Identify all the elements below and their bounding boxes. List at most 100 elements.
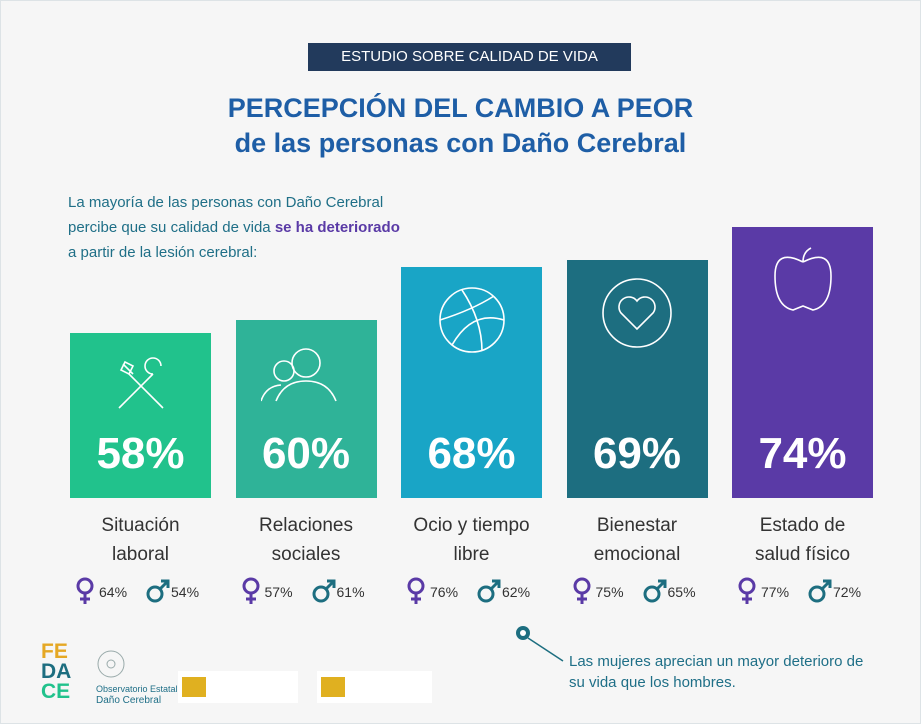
symbol <box>738 577 756 604</box>
symbol <box>477 585 495 603</box>
value-label: 68% <box>427 429 516 478</box>
bar <box>566 260 708 498</box>
ring <box>97 650 125 678</box>
symbol <box>146 585 164 603</box>
male-symbol <box>146 579 170 603</box>
symbol <box>411 593 421 604</box>
category-label: Situación laboral <box>101 515 180 565</box>
icon <box>439 289 504 351</box>
icon <box>618 296 656 331</box>
icon <box>261 347 337 401</box>
symbol <box>576 593 587 604</box>
symbol <box>312 579 335 603</box>
male-value: 61% <box>336 584 365 600</box>
symbol <box>573 577 590 595</box>
ring <box>106 659 116 669</box>
symbol <box>407 577 425 604</box>
symbol <box>655 579 666 591</box>
female-value: 64% <box>99 584 128 600</box>
icon <box>117 356 164 409</box>
icon <box>438 286 505 353</box>
symbol <box>643 585 660 603</box>
symbol <box>808 579 832 603</box>
female-value: 75% <box>595 584 624 600</box>
value-label: 74% <box>758 429 847 478</box>
bar <box>401 266 542 498</box>
bar-icon <box>773 247 832 311</box>
bar-icon <box>602 278 672 348</box>
icon <box>602 278 672 348</box>
symbol <box>324 579 335 591</box>
male-value: 65% <box>667 584 696 600</box>
icon <box>273 359 295 382</box>
intro: percibe que su calidad de vida <box>68 219 275 236</box>
male-symbol <box>312 579 335 603</box>
symbol <box>158 579 170 591</box>
logo: DA <box>41 660 72 683</box>
symbol <box>407 577 425 595</box>
symbol <box>738 577 756 595</box>
symbol <box>312 585 329 603</box>
bar-icon <box>438 286 505 353</box>
icon <box>773 247 832 311</box>
obs-icon <box>97 650 125 678</box>
observatorio: Daño Cerebral <box>96 695 162 706</box>
ministry-logo <box>178 671 298 703</box>
bar-icon <box>261 347 337 401</box>
symbol <box>742 593 752 604</box>
male-symbol <box>808 579 832 603</box>
female-value: 57% <box>264 584 293 600</box>
icon <box>602 278 672 348</box>
symbol <box>489 579 501 591</box>
value-label: 69% <box>592 429 682 478</box>
symbol <box>242 577 259 595</box>
symbol <box>76 577 94 595</box>
icon <box>291 347 321 378</box>
flag <box>182 677 206 697</box>
symbol <box>146 579 170 603</box>
symbol <box>573 577 590 604</box>
female-symbol <box>573 577 590 604</box>
symbol <box>820 579 832 591</box>
intro: La mayoría de las personas con Daño Cere… <box>68 194 384 211</box>
bar <box>732 227 873 498</box>
symbol <box>242 577 259 604</box>
male-symbol <box>477 579 501 603</box>
logo: CE <box>41 680 71 703</box>
icon <box>117 356 164 409</box>
female-symbol <box>242 577 259 604</box>
logo: FE <box>41 640 68 663</box>
female-value: 76% <box>430 584 459 600</box>
intro: a partir de la lesión cerebral: <box>68 244 258 261</box>
observatorio: Observatorio Estatal <box>96 684 178 694</box>
highlight: se ha deteriorado <box>274 219 400 236</box>
category-label: Relaciones sociales <box>259 515 353 565</box>
note-pointer <box>516 626 564 662</box>
pointer-line <box>527 637 564 662</box>
symbol <box>477 579 501 603</box>
ministry-logo <box>317 671 432 703</box>
male-value: 54% <box>171 584 200 600</box>
bar <box>70 332 211 498</box>
male-symbol <box>643 579 666 603</box>
category-label: Bienestar emocional <box>593 515 681 565</box>
value-label: 58% <box>96 429 185 478</box>
male-value: 62% <box>502 584 531 600</box>
title: de las personas con Daño Cerebral <box>234 128 687 158</box>
symbol <box>245 593 256 604</box>
symbol <box>80 593 90 604</box>
female-value: 77% <box>761 584 790 600</box>
female-symbol <box>407 577 425 604</box>
category-label: Ocio y tiempo libre <box>413 515 530 565</box>
female-symbol <box>738 577 756 604</box>
dot <box>520 630 526 636</box>
badge: ESTUDIO SOBRE CALIDAD DE VIDA <box>308 43 631 71</box>
icon <box>438 286 505 353</box>
male-value: 72% <box>833 584 862 600</box>
symbol <box>643 579 666 603</box>
category-label: Estado de salud físico <box>754 515 851 565</box>
title: PERCEPCIÓN DEL CAMBIO A PEOR <box>227 93 694 123</box>
intro: percibe que su calidad de vida se ha det… <box>68 219 400 236</box>
symbol <box>76 577 94 604</box>
value-label: 60% <box>261 429 351 478</box>
